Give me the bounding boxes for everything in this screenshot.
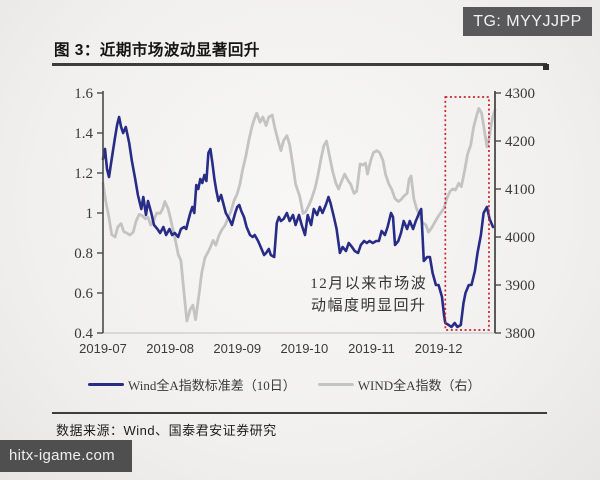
right-axis-tick-label: 3900 — [505, 278, 535, 294]
footer-rule — [52, 412, 547, 414]
x-axis-tick-label: 2019-10 — [281, 341, 329, 356]
chart-annotation: 12月以来市场波动幅度明显回升 — [310, 275, 427, 314]
watermark: hitx-igame.com — [0, 440, 132, 472]
telegram-badge: TG: MYYJJPP — [463, 7, 592, 36]
left-axis-tick-label: 1 — [86, 206, 94, 222]
legend-swatch-index — [317, 382, 354, 386]
right-axis-tick-label: 4000 — [505, 230, 535, 246]
left-axis-tick-label: 0.8 — [74, 246, 93, 262]
right-axis-tick-label: 4100 — [505, 182, 535, 198]
legend-swatch-stddev — [88, 382, 124, 386]
x-axis-tick-label: 2019-09 — [213, 341, 261, 356]
chart-legend: Wind全A指数标准差（10日） WIND全A指数（右） — [88, 376, 481, 393]
data-source-text: 数据来源：Wind、国泰君安证券研究 — [56, 423, 277, 438]
right-axis-tick-label: 4300 — [505, 86, 535, 102]
x-axis-tick-label: 2019-08 — [146, 341, 194, 356]
left-axis-tick-label: 1.6 — [74, 86, 93, 102]
wind-a-stddev-10d-line — [101, 115, 495, 329]
x-axis-tick-label: 2019-11 — [348, 341, 395, 356]
rule-end-cap — [543, 64, 549, 70]
left-axis-tick-label: 0.6 — [74, 286, 93, 302]
wind-a-index-line — [101, 107, 497, 323]
x-axis-tick-label: 2019-12 — [415, 341, 463, 356]
figure-title: 图 3：近期市场波动显著回升 — [54, 42, 260, 59]
left-axis-tick-label: 1.2 — [74, 166, 93, 182]
left-axis-tick-label: 0.4 — [74, 326, 93, 342]
legend-label-index: WIND全A指数（右） — [357, 377, 481, 393]
left-axis-tick-label: 1.4 — [74, 126, 93, 142]
right-axis-tick-label: 3800 — [505, 326, 535, 342]
right-axis-tick-label: 4200 — [505, 134, 535, 150]
title-rule — [52, 63, 549, 70]
x-axis-tick-label: 2019-07 — [79, 341, 127, 356]
chart-annotation-line: 12月以来市场波 — [310, 275, 427, 292]
telegram-badge-text: TG: MYYJJPP — [473, 13, 582, 30]
legend-label-stddev: Wind全A指数标准差（10日） — [128, 377, 296, 393]
chart-annotation-line: 动幅度明显回升 — [311, 297, 427, 314]
